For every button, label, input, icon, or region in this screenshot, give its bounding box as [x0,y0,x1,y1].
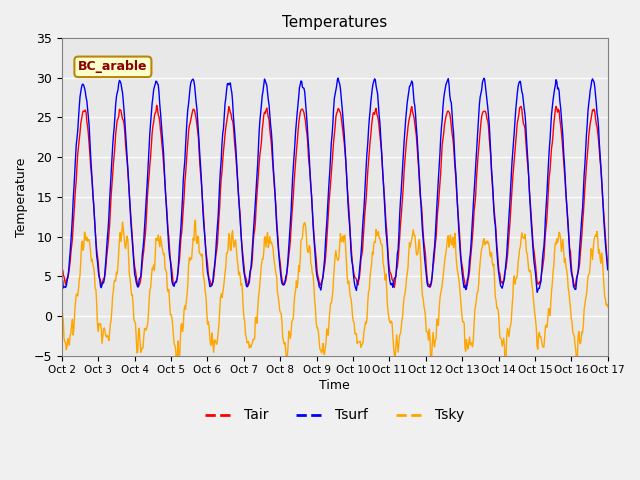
Tsky [501,365,509,371]
Tair [418,204,426,210]
Title: Temperatures: Temperatures [282,15,387,30]
Tair [153,102,161,108]
Tair [68,243,76,249]
Tsky [604,304,612,310]
Tsurf [124,166,132,172]
Tsky [418,281,426,287]
Y-axis label: Temperature: Temperature [15,157,28,237]
Tair [58,288,66,294]
Tsky [209,339,217,345]
Tsurf [418,215,426,221]
Tsurf [179,178,187,183]
Tair [209,280,217,286]
Tsurf [604,267,612,273]
Tsurf [208,282,216,288]
Tair [124,168,132,173]
Tsky [191,217,199,223]
Tsurf [334,75,342,81]
Line: Tsurf: Tsurf [62,78,608,295]
Tsky [179,324,187,330]
Tsurf [402,116,410,122]
Tair [180,195,188,201]
Line: Tsky: Tsky [62,220,608,368]
Tair [604,262,612,267]
Tsurf [68,228,76,233]
Tair [402,148,410,154]
Line: Tair: Tair [62,105,608,291]
Tsky [58,312,66,317]
Tsky [124,236,132,242]
Tsky [68,322,76,328]
Tsurf [58,292,66,298]
Legend: Tair, Tsurf, Tsky: Tair, Tsurf, Tsky [200,403,470,428]
X-axis label: Time: Time [319,379,350,393]
Text: BC_arable: BC_arable [78,60,148,73]
Tsky [402,285,410,290]
